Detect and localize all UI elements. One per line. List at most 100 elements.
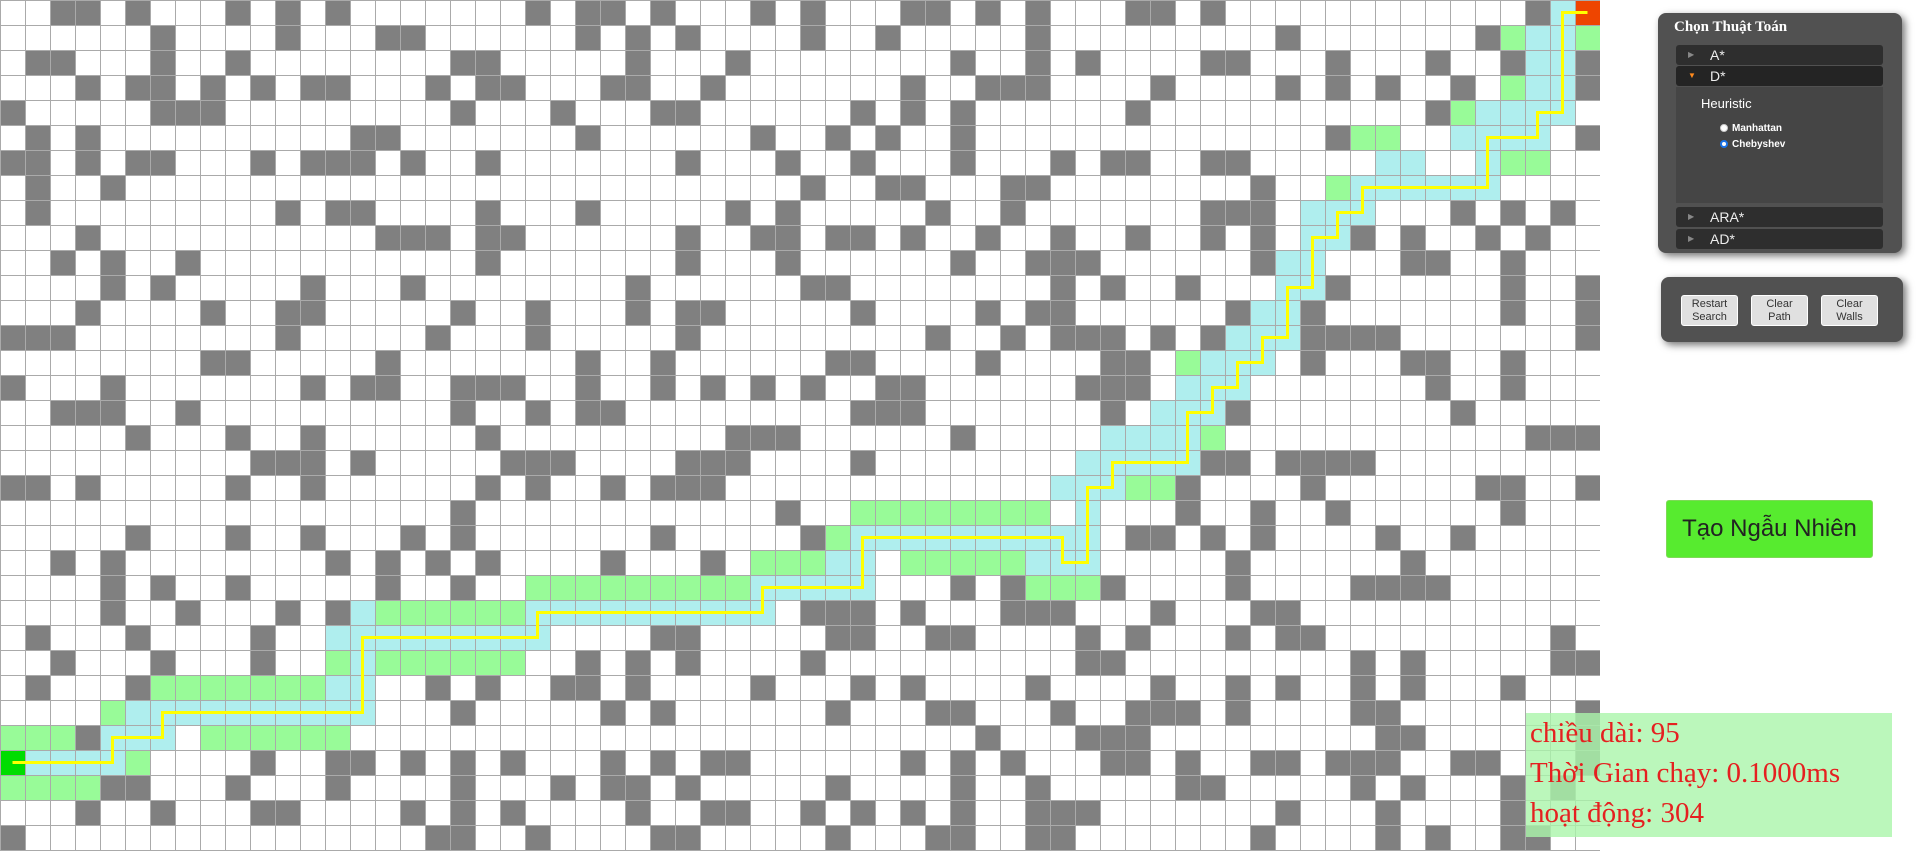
wall-cell[interactable]: [1225, 625, 1250, 650]
open-cell[interactable]: [200, 675, 225, 700]
wall-cell[interactable]: [375, 550, 400, 575]
wall-cell[interactable]: [1350, 575, 1375, 600]
wall-cell[interactable]: [300, 450, 325, 475]
open-cell[interactable]: [1525, 150, 1550, 175]
wall-cell[interactable]: [250, 75, 275, 100]
wall-cell[interactable]: [1150, 75, 1175, 100]
wall-cell[interactable]: [75, 725, 100, 750]
wall-cell[interactable]: [350, 150, 375, 175]
wall-cell[interactable]: [450, 100, 475, 125]
wall-cell[interactable]: [850, 800, 875, 825]
wall-cell[interactable]: [325, 200, 350, 225]
wall-cell[interactable]: [100, 275, 125, 300]
wall-cell[interactable]: [1400, 650, 1425, 675]
wall-cell[interactable]: [1225, 150, 1250, 175]
wall-cell[interactable]: [1100, 750, 1125, 775]
wall-cell[interactable]: [1225, 550, 1250, 575]
wall-cell[interactable]: [1100, 725, 1125, 750]
wall-cell[interactable]: [875, 175, 900, 200]
wall-cell[interactable]: [675, 150, 700, 175]
wall-cell[interactable]: [575, 375, 600, 400]
wall-cell[interactable]: [1425, 575, 1450, 600]
wall-cell[interactable]: [100, 375, 125, 400]
open-cell[interactable]: [475, 650, 500, 675]
wall-cell[interactable]: [575, 25, 600, 50]
wall-cell[interactable]: [600, 0, 625, 25]
wall-cell[interactable]: [1525, 225, 1550, 250]
wall-cell[interactable]: [1100, 650, 1125, 675]
open-cell[interactable]: [950, 550, 975, 575]
open-cell[interactable]: [225, 725, 250, 750]
wall-cell[interactable]: [600, 475, 625, 500]
wall-cell[interactable]: [1575, 475, 1600, 500]
wall-cell[interactable]: [850, 100, 875, 125]
wall-cell[interactable]: [825, 700, 850, 725]
wall-cell[interactable]: [1075, 800, 1100, 825]
wall-cell[interactable]: [800, 375, 825, 400]
open-cell[interactable]: [1200, 425, 1225, 450]
wall-cell[interactable]: [675, 300, 700, 325]
wall-cell[interactable]: [25, 625, 50, 650]
wall-cell[interactable]: [0, 150, 25, 175]
open-cell[interactable]: [300, 725, 325, 750]
wall-cell[interactable]: [1075, 375, 1100, 400]
wall-cell[interactable]: [1175, 275, 1200, 300]
wall-cell[interactable]: [900, 225, 925, 250]
wall-cell[interactable]: [275, 0, 300, 25]
wall-cell[interactable]: [1325, 275, 1350, 300]
wall-cell[interactable]: [1375, 575, 1400, 600]
wall-cell[interactable]: [850, 350, 875, 375]
wall-cell[interactable]: [450, 300, 475, 325]
wall-cell[interactable]: [450, 750, 475, 775]
wall-cell[interactable]: [700, 550, 725, 575]
wall-cell[interactable]: [1150, 675, 1175, 700]
wall-cell[interactable]: [550, 775, 575, 800]
wall-cell[interactable]: [400, 525, 425, 550]
wall-cell[interactable]: [25, 675, 50, 700]
wall-cell[interactable]: [925, 625, 950, 650]
wall-cell[interactable]: [625, 300, 650, 325]
open-cell[interactable]: [1500, 75, 1525, 100]
wall-cell[interactable]: [1300, 350, 1325, 375]
wall-cell[interactable]: [950, 825, 975, 850]
wall-cell[interactable]: [50, 650, 75, 675]
wall-cell[interactable]: [75, 75, 100, 100]
search-grid[interactable]: [0, 0, 1600, 860]
wall-cell[interactable]: [150, 575, 175, 600]
wall-cell[interactable]: [1175, 750, 1200, 775]
wall-cell[interactable]: [1025, 775, 1050, 800]
open-cell[interactable]: [1025, 500, 1050, 525]
wall-cell[interactable]: [1275, 75, 1300, 100]
wall-cell[interactable]: [750, 425, 775, 450]
restart-search-button[interactable]: Restart Search: [1681, 295, 1738, 326]
wall-cell[interactable]: [425, 225, 450, 250]
wall-cell[interactable]: [275, 325, 300, 350]
wall-cell[interactable]: [800, 600, 825, 625]
wall-cell[interactable]: [150, 800, 175, 825]
wall-cell[interactable]: [800, 525, 825, 550]
wall-cell[interactable]: [225, 425, 250, 450]
wall-cell[interactable]: [275, 600, 300, 625]
wall-cell[interactable]: [525, 400, 550, 425]
wall-cell[interactable]: [450, 800, 475, 825]
wall-cell[interactable]: [1350, 775, 1375, 800]
open-cell[interactable]: [750, 550, 775, 575]
wall-cell[interactable]: [475, 475, 500, 500]
open-cell[interactable]: [975, 550, 1000, 575]
open-cell[interactable]: [950, 500, 975, 525]
wall-cell[interactable]: [1500, 475, 1525, 500]
wall-cell[interactable]: [200, 350, 225, 375]
wall-cell[interactable]: [300, 75, 325, 100]
wall-cell[interactable]: [150, 25, 175, 50]
open-cell[interactable]: [1125, 475, 1150, 500]
wall-cell[interactable]: [25, 50, 50, 75]
wall-cell[interactable]: [950, 750, 975, 775]
wall-cell[interactable]: [775, 425, 800, 450]
wall-cell[interactable]: [450, 50, 475, 75]
wall-cell[interactable]: [525, 325, 550, 350]
wall-cell[interactable]: [1025, 25, 1050, 50]
wall-cell[interactable]: [0, 825, 25, 850]
open-cell[interactable]: [325, 650, 350, 675]
wall-cell[interactable]: [675, 825, 700, 850]
wall-cell[interactable]: [100, 550, 125, 575]
